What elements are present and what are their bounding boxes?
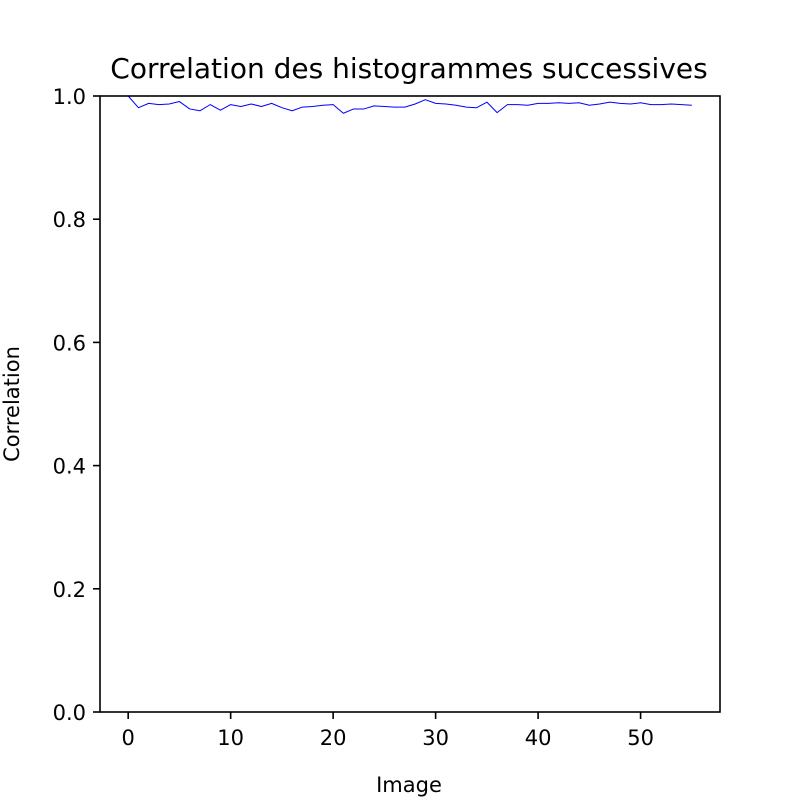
x-axis-ticks: 0 10 20 30 40 50 [121,712,654,750]
y-axis-label: Correlation [0,346,24,462]
series-line-0 [127,95,692,114]
y-tick-label: 0.0 [53,701,86,725]
x-tick-label: 0 [121,726,134,750]
y-axis-ticks: 0.0 0.2 0.4 0.6 0.8 1.0 [53,85,100,725]
x-tick-label: 20 [320,726,347,750]
y-tick-label: 1.0 [53,85,86,109]
x-axis-label: Image [376,773,442,797]
plot-area [99,95,721,713]
y-tick-label: 0.6 [53,331,86,355]
y-tick-label: 0.4 [53,455,86,479]
y-tick-label: 0.8 [53,208,86,232]
x-tick-label: 50 [627,726,654,750]
chart-title: Correlation des histogrammes successives [110,52,707,85]
y-tick-label: 0.2 [53,578,86,602]
x-tick-label: 30 [422,726,449,750]
x-tick-label: 40 [525,726,552,750]
x-tick-label: 10 [217,726,244,750]
axes-frame [99,95,721,713]
